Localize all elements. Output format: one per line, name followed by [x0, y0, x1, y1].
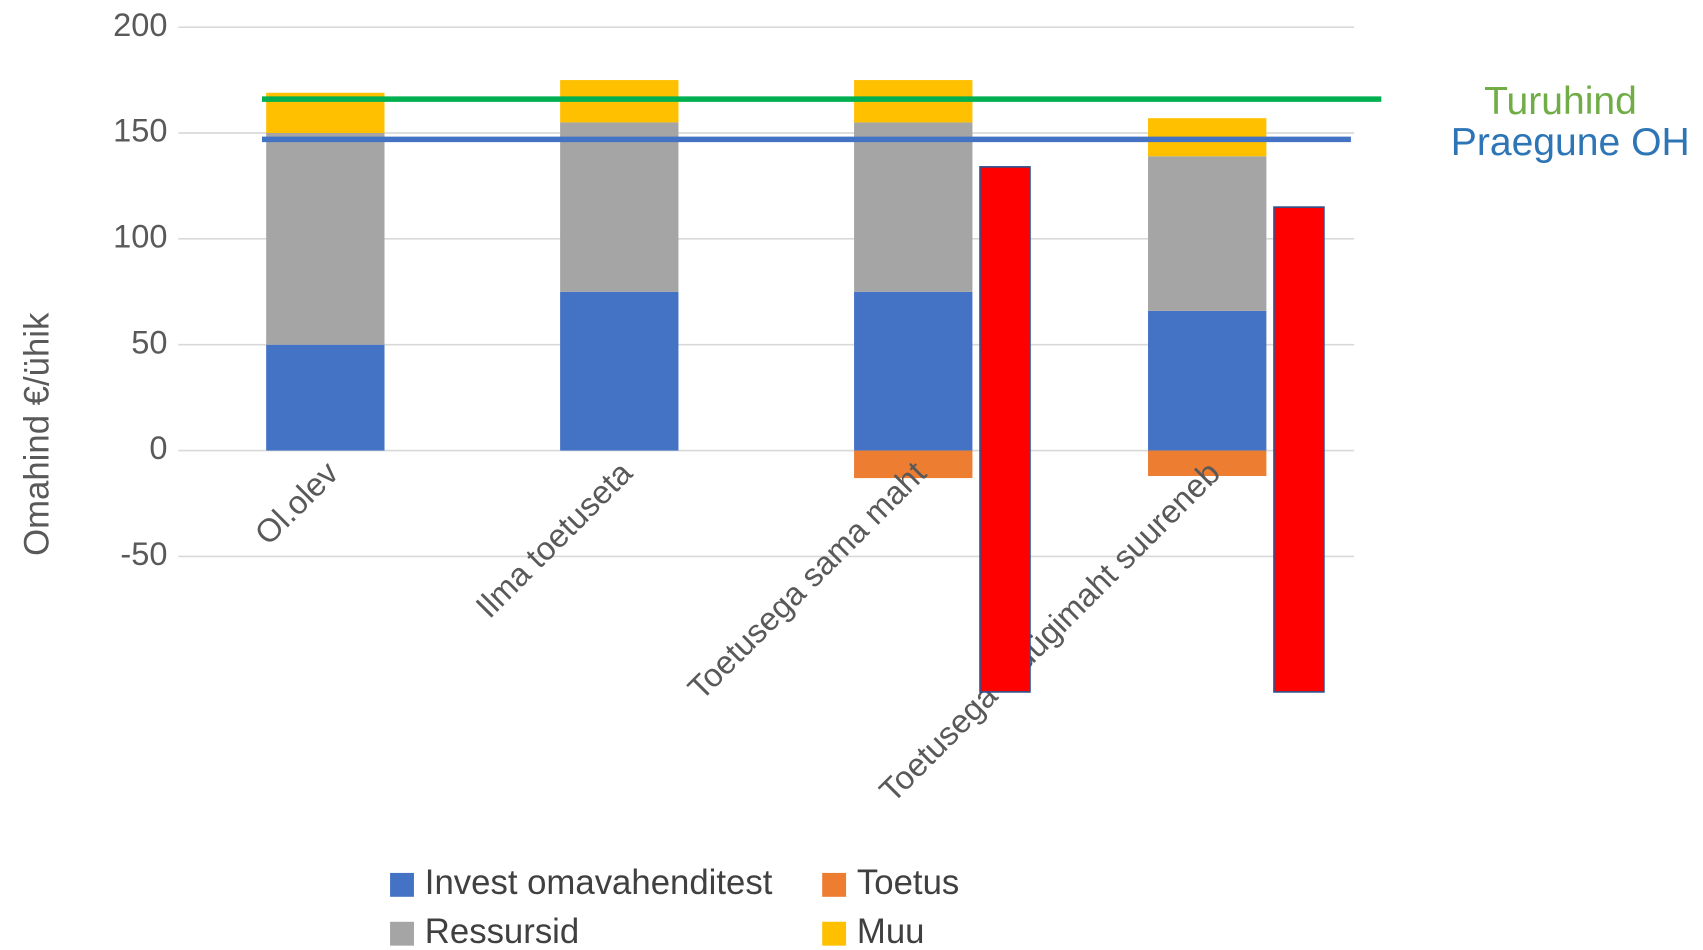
x-tick-label: Ilma toetuseta — [469, 454, 640, 625]
bar-segment — [560, 291, 679, 451]
range-bar — [1273, 206, 1325, 693]
legend-label: Ressursid — [425, 913, 579, 950]
y-tick-label: 100 — [113, 218, 167, 254]
y-tick-label: -50 — [120, 536, 167, 572]
legend-label: Muu — [857, 913, 925, 950]
reference-label: Turuhind — [1484, 80, 1637, 123]
legend-swatch — [822, 921, 847, 946]
y-tick-label: 0 — [149, 430, 167, 466]
legend-label: Toetus — [857, 864, 959, 902]
bar-segment — [1148, 450, 1267, 476]
bar-segment — [854, 122, 973, 292]
y-axis-label: Omahind €/ühik — [19, 312, 57, 556]
legend-label: Invest omavahenditest — [425, 864, 773, 902]
y-tick-label: 150 — [113, 113, 167, 149]
bar-segment — [560, 122, 679, 292]
legend-swatch — [822, 872, 847, 897]
bar-segment — [266, 344, 385, 451]
legend-swatch — [390, 872, 414, 897]
range-bar — [979, 166, 1031, 693]
x-tick-label: Toetusega müügimaht suureneb — [873, 455, 1227, 809]
bar-segment — [266, 133, 385, 345]
bar-segment — [854, 450, 973, 479]
bar-segment — [1148, 156, 1267, 311]
x-tick-label: Toetusega sama maht — [681, 455, 933, 707]
bar-segment — [854, 291, 973, 451]
y-tick-label: 200 — [113, 7, 167, 43]
y-tick-label: 50 — [131, 324, 167, 360]
bar-segment — [1148, 310, 1267, 451]
reference-label: Praegune OH — [1451, 121, 1690, 164]
x-tick-label: Ol.olev — [248, 454, 346, 552]
legend-swatch — [390, 921, 414, 946]
